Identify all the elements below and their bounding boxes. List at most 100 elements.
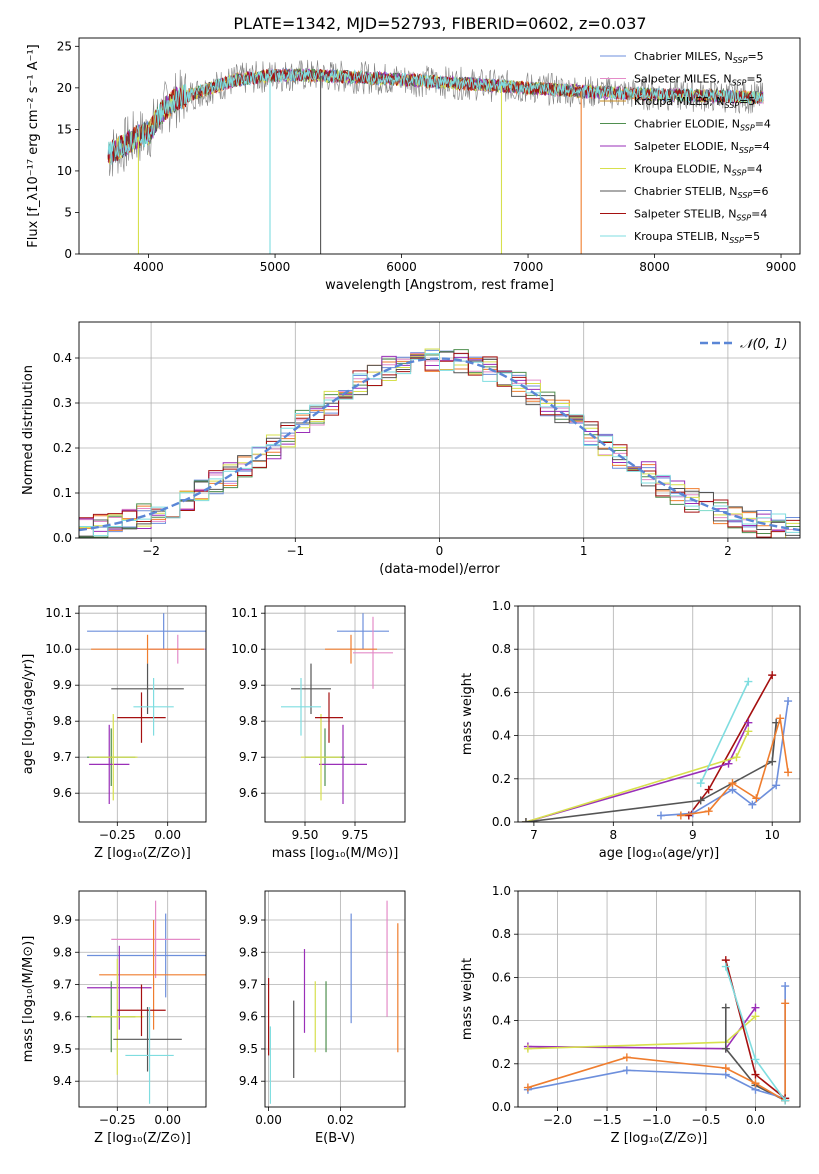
y-tick-label: 10.1 <box>231 606 258 620</box>
weight-point-marker <box>676 811 685 820</box>
x-tick-label: 7 <box>530 828 538 842</box>
weight-point-marker <box>721 1044 730 1053</box>
weight-point-marker <box>523 1083 532 1092</box>
legend-label-subscript: SSP <box>724 101 739 110</box>
chart-massweight_vs_Z: −2.0 −1.5 −1.0 −0.5 0.0 0.0 0.2 0.4 0.6 0.8 1.0 Z [… <box>460 884 801 1146</box>
y-tick-label: 9.6 <box>53 786 72 800</box>
x-tick-label: 8 <box>610 828 618 842</box>
y-tick-label: 25 <box>57 39 72 53</box>
x-axis-label: (data-model)/error <box>379 562 500 577</box>
plot-area-mass_vs_Z <box>87 900 206 1104</box>
x-tick-label: 10 <box>765 828 780 842</box>
axes-frame <box>78 890 207 1108</box>
figure-title: PLATE=1342, MJD=52793, FIBERID=0602, z=0… <box>233 14 646 33</box>
y-tick-label: 10.1 <box>45 606 72 620</box>
x-tick-label: 0 <box>436 544 444 558</box>
y-tick-label: 5 <box>64 205 72 219</box>
weight-point-marker <box>704 785 713 794</box>
y-tick-label: 9.8 <box>239 714 258 728</box>
chart-age_vs_mass: 9.50 9.75 9.6 9.7 9.8 9.9 10.0 10.1 mass [log₁₀(… <box>231 605 406 861</box>
x-tick-label: 0.00 <box>255 1113 282 1127</box>
legend-label: Salpeter STELIB, NSSP=4 <box>634 208 767 223</box>
chart-mass_vs_Z: −0.25 0.00 9.4 9.5 9.6 9.7 9.8 9.9 Z [log₁₀(Z/Z⊙… <box>21 890 207 1146</box>
legend-label-text: Kroupa ELODIE, N <box>634 163 732 176</box>
x-axis-label: Z [log₁₀(Z/Z⊙)] <box>611 1131 708 1146</box>
y-tick-label: 10.0 <box>45 642 72 656</box>
weight-point-marker <box>772 781 781 790</box>
y-tick-label: 9.6 <box>239 1010 258 1024</box>
axes-frame <box>78 37 801 255</box>
weight-point-marker <box>781 1096 790 1105</box>
y-tick-label: 9.9 <box>239 678 258 692</box>
legend-label-subscript: SSP <box>729 236 744 245</box>
weight-point-marker <box>752 794 761 803</box>
model-spectrum <box>107 68 764 163</box>
legend-label: Chabrier ELODIE, NSSP=4 <box>634 118 771 133</box>
y-tick-label: 0.0 <box>492 815 511 829</box>
weight-point-marker <box>768 757 777 766</box>
legend-label: Kroupa STELIB, NSSP=5 <box>634 230 760 245</box>
legend-label: Chabrier STELIB, NSSP=6 <box>634 185 768 200</box>
model-spectrum <box>107 68 764 165</box>
y-tick-label: 15 <box>57 122 72 136</box>
chart-mass_vs_ebv: 0.00 0.02 9.4 9.5 9.6 9.7 9.8 9.9 E(B-V) <box>239 890 406 1146</box>
axes-frame <box>264 605 406 823</box>
weight-point-marker <box>732 753 741 762</box>
legend-label: Salpeter MILES, NSSP=5 <box>634 73 763 88</box>
legend-label-subscript: SSP <box>739 146 754 155</box>
y-axis-label: age [log₁₀(age/yr)] <box>21 654 36 775</box>
y-axis-label: mass weight <box>460 958 475 1040</box>
weight-series-line <box>688 674 773 817</box>
y-tick-label: 9.6 <box>53 1010 72 1024</box>
axes-frame <box>78 321 801 539</box>
weight-point-marker <box>751 1012 760 1021</box>
weight-point-marker <box>784 697 793 706</box>
y-tick-label: 20 <box>57 81 72 95</box>
y-axis-label: Flux [f_λ10⁻¹⁷ erg cm⁻² s⁻¹ A⁻¹] <box>26 44 41 248</box>
y-tick-label: 0.8 <box>492 642 511 656</box>
legend-label-suffix: =4 <box>746 163 762 176</box>
x-tick-label: 6000 <box>386 260 417 274</box>
legend-label-text: Kroupa STELIB, N <box>634 230 729 243</box>
weight-point-marker <box>751 1055 760 1064</box>
legend-label-suffix: =5 <box>744 230 760 243</box>
weight-point-marker <box>784 768 793 777</box>
weight-series-line <box>699 681 750 784</box>
y-tick-label: 0 <box>64 247 72 261</box>
y-tick-label: 0.6 <box>492 970 511 984</box>
x-axis-label: Z [log₁₀(Z/Z⊙)] <box>94 1131 191 1146</box>
weight-point-marker <box>656 811 665 820</box>
legend-label-suffix: =5 <box>746 73 762 86</box>
x-tick-label: −1.0 <box>642 1113 671 1127</box>
legend-label-suffix: =4 <box>755 118 771 131</box>
y-tick-label: 0.3 <box>53 396 72 410</box>
legend-label-text: Salpeter ELODIE, N <box>634 140 739 153</box>
plot-area-age_vs_Z <box>87 613 206 804</box>
y-tick-label: 0.4 <box>492 729 511 743</box>
weight-series-line <box>525 722 750 822</box>
weight-point-marker <box>781 982 790 991</box>
weight-series-line <box>680 718 789 817</box>
legend-label: Kroupa MILES, NSSP=5 <box>634 95 755 110</box>
weight-point-marker <box>751 1079 760 1088</box>
x-tick-label: 5000 <box>260 260 291 274</box>
weight-point-marker <box>696 779 705 788</box>
x-tick-label: −1 <box>286 544 304 558</box>
plot-area-mass_vs_ebv <box>267 900 399 1104</box>
axes-frame <box>78 605 207 823</box>
x-tick-label: 7000 <box>513 260 544 274</box>
legend-label-text: Chabrier ELODIE, N <box>634 118 740 131</box>
legend-label-text: Chabrier STELIB, N <box>634 185 738 198</box>
x-tick-label: 2 <box>724 544 732 558</box>
y-tick-label: 9.7 <box>53 750 72 764</box>
x-axis-label: Z [log₁₀(Z/Z⊙)] <box>94 846 191 861</box>
weight-point-marker <box>744 677 753 686</box>
y-tick-label: 0.0 <box>53 531 72 545</box>
chart-massweight_vs_age: 7 8 9 10 0.0 0.2 0.4 0.6 0.8 1.0 age [log₁₀(age/yr… <box>460 599 801 861</box>
x-tick-label: 9.75 <box>342 828 369 842</box>
x-tick-label: −0.25 <box>99 828 136 842</box>
y-tick-label: 9.8 <box>53 945 72 959</box>
weight-point-marker <box>728 779 737 788</box>
y-tick-label: 9.8 <box>239 945 258 959</box>
weight-series-line <box>527 1015 757 1050</box>
